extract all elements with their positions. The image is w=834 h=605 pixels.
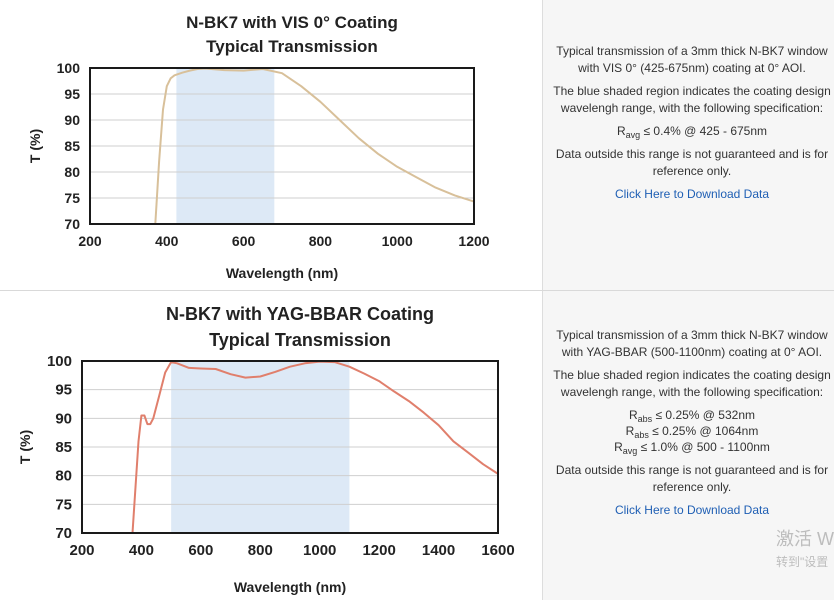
x-tick-label: 400 <box>155 233 179 249</box>
spec-line: Rabs ≤ 0.25% @ 1064nm <box>553 423 831 440</box>
y-tick-label: 80 <box>55 468 72 485</box>
spec-line: Ravg ≤ 1.0% @ 500 - 1100nm <box>553 439 831 456</box>
chart-subtitle: Typical Transmission <box>209 330 391 350</box>
chart-vis-transmission: N-BK7 with VIS 0° Coating Typical Transmi… <box>27 13 490 281</box>
y-tick-label: 100 <box>57 60 81 76</box>
y-axis-label: T (%) <box>27 129 43 163</box>
spec-line: Rabs ≤ 0.25% @ 532nm <box>553 407 831 424</box>
chart-cell-yag: N-BK7 with YAG-BBAR Coating Typical Trans… <box>0 291 542 600</box>
description-text: Typical transmission of a 3mm thick N-BK… <box>556 328 828 359</box>
chart-cell-vis: N-BK7 with VIS 0° Coating Typical Transmi… <box>0 0 542 290</box>
y-tick-label: 90 <box>55 410 72 427</box>
spec-value: ≤ 0.4% @ 425 - 675nm <box>643 124 768 138</box>
spec-subscript: abs <box>634 430 649 440</box>
download-data-link[interactable]: Click Here to Download Data <box>614 187 770 201</box>
x-tick-label: 200 <box>78 233 102 249</box>
y-tick-label: 100 <box>47 353 72 370</box>
x-tick-label: 1000 <box>382 233 413 249</box>
spec-subscript: avg <box>625 130 641 140</box>
product-row-yag: N-BK7 with YAG-BBAR Coating Typical Trans… <box>0 291 834 600</box>
x-axis-label: Wavelength (nm) <box>234 579 346 595</box>
x-tick-label: 1000 <box>303 542 336 559</box>
spec-list: Rabs ≤ 0.25% @ 532nm Rabs ≤ 0.25% @ 1064… <box>553 407 831 456</box>
x-tick-label: 1600 <box>481 542 514 559</box>
y-tick-label: 90 <box>64 112 80 128</box>
spec-symbol: R <box>628 408 638 422</box>
y-tick-label: 80 <box>64 164 80 180</box>
x-tick-label: 400 <box>129 542 154 559</box>
y-axis-label: T (%) <box>17 430 33 464</box>
product-row-vis: N-BK7 with VIS 0° Coating Typical Transmi… <box>0 0 834 290</box>
os-activation-watermark: 激活 W 转到"设置 <box>776 525 834 570</box>
x-tick-label: 600 <box>232 233 256 249</box>
plot-frame <box>81 360 499 534</box>
download-data-link[interactable]: Click Here to Download Data <box>614 503 770 517</box>
spec-value: ≤ 0.25% @ 532nm <box>655 408 756 422</box>
description-text: Typical transmission of a 3mm thick N-BK… <box>556 44 828 75</box>
spec-subscript: avg <box>622 446 638 456</box>
shaded-region-note: The blue shaded region indicates the coa… <box>553 84 831 115</box>
x-tick-label: 1200 <box>362 542 395 559</box>
shaded-region-note: The blue shaded region indicates the coa… <box>553 368 831 399</box>
x-tick-label: 1400 <box>422 542 455 559</box>
y-tick-label: 85 <box>55 439 72 456</box>
description-cell-yag: Typical transmission of a 3mm thick N-BK… <box>542 291 834 600</box>
series-line <box>131 360 499 534</box>
x-tick-label: 600 <box>188 542 213 559</box>
chart-title: N-BK7 with VIS 0° Coating <box>186 13 398 32</box>
y-tick-label: 85 <box>64 138 80 154</box>
y-tick-label: 75 <box>64 190 80 206</box>
description-yag: Typical transmission of a 3mm thick N-BK… <box>553 327 831 519</box>
watermark-line: 转到"设置 <box>776 555 829 569</box>
x-tick-label: 200 <box>69 542 94 559</box>
chart-title: N-BK7 with YAG-BBAR Coating <box>166 304 434 324</box>
y-tick-label: 75 <box>55 496 72 513</box>
chart-subtitle: Typical Transmission <box>206 37 378 56</box>
spec-list: Ravg ≤ 0.4% @ 425 - 675nm <box>553 123 831 140</box>
x-tick-label: 800 <box>309 233 333 249</box>
disclaimer-text: Data outside this range is not guarantee… <box>555 147 829 178</box>
spec-value: ≤ 1.0% @ 500 - 1100nm <box>640 440 770 454</box>
watermark-line: 激活 W <box>776 529 834 549</box>
y-tick-label: 70 <box>55 525 72 542</box>
x-axis-label: Wavelength (nm) <box>226 265 338 281</box>
spec-subscript: abs <box>637 414 653 424</box>
x-tick-label: 1200 <box>458 233 489 249</box>
disclaimer-text: Data outside this range is not guarantee… <box>555 463 829 494</box>
row-divider <box>0 290 834 291</box>
spec-symbol: R <box>625 424 635 438</box>
y-tick-label: 70 <box>64 216 80 232</box>
x-tick-label: 800 <box>248 542 273 559</box>
spec-symbol: R <box>614 440 623 454</box>
series-line <box>154 67 475 225</box>
description-vis: Typical transmission of a 3mm thick N-BK… <box>553 43 831 203</box>
spec-value: ≤ 0.25% @ 1064nm <box>652 424 759 438</box>
plot-frame <box>89 67 475 225</box>
chart-yag-transmission: N-BK7 with YAG-BBAR Coating Typical Trans… <box>17 304 515 595</box>
y-tick-label: 95 <box>55 382 72 399</box>
spec-symbol: R <box>616 124 626 138</box>
spec-line: Ravg ≤ 0.4% @ 425 - 675nm <box>553 123 831 140</box>
description-cell-vis: Typical transmission of a 3mm thick N-BK… <box>542 0 834 290</box>
y-tick-label: 95 <box>64 86 80 102</box>
